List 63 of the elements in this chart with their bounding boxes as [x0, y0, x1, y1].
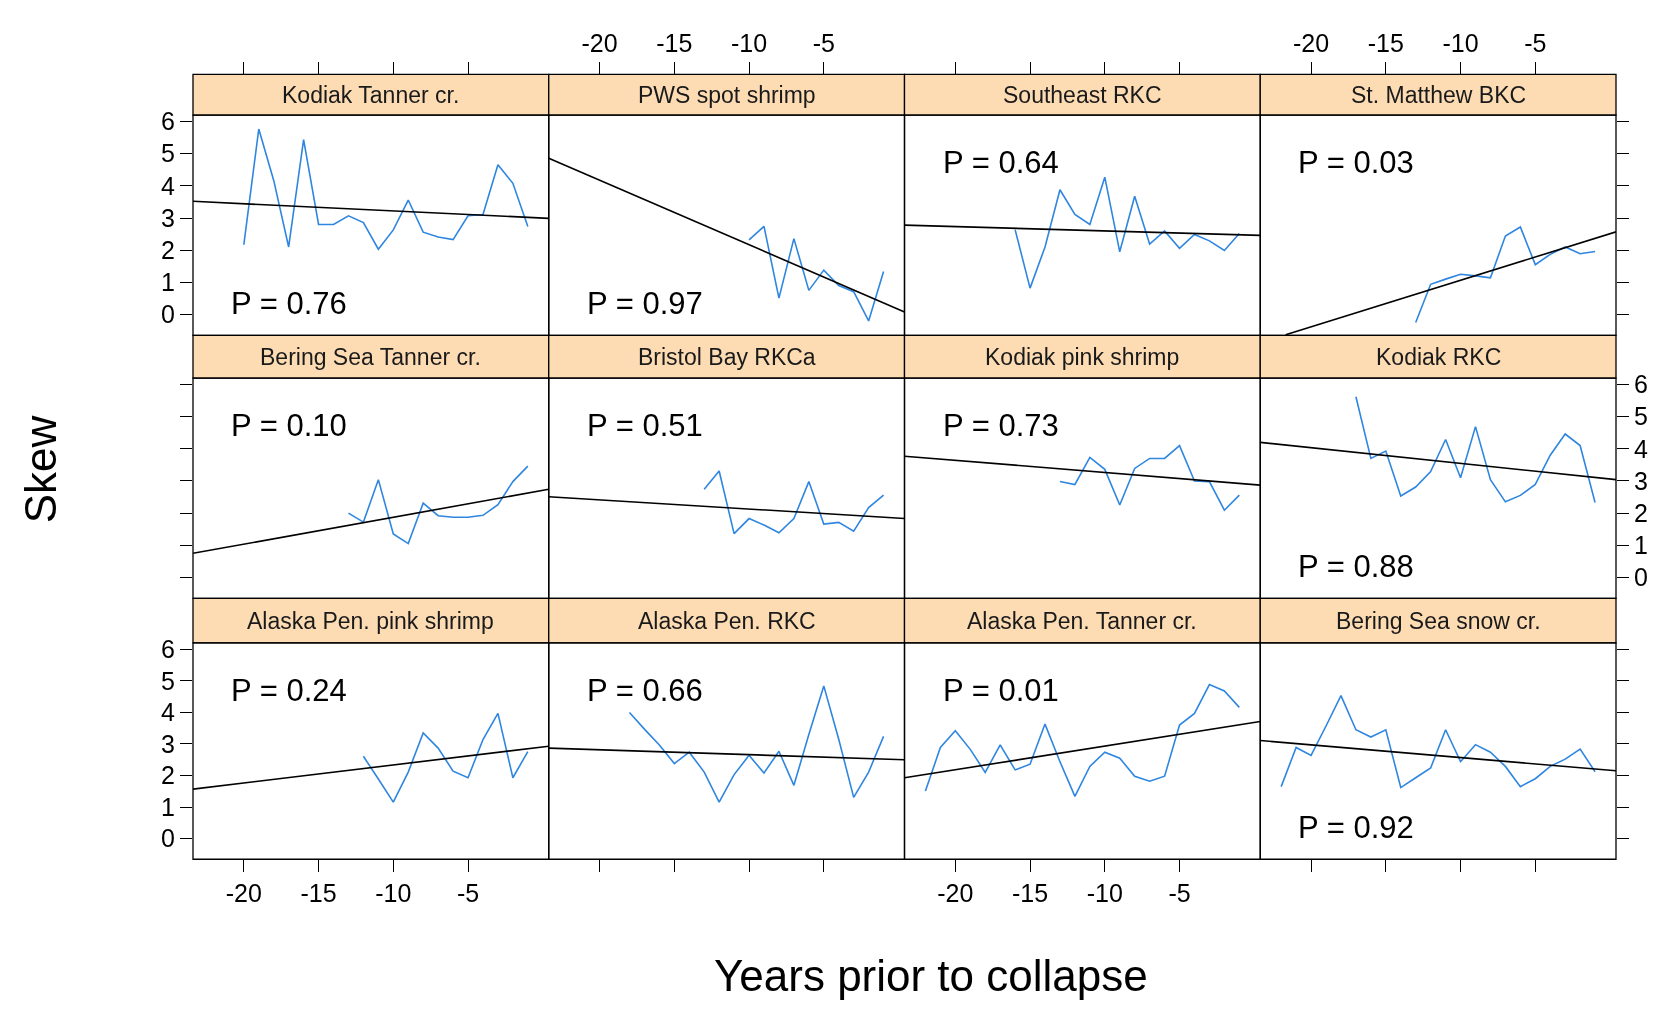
y-tick-label: 0 [161, 300, 175, 329]
chart-title: Southeast RKC [1003, 82, 1162, 108]
chart-title: PWS spot shrimp [638, 82, 816, 108]
y-tick-label: 1 [1634, 531, 1648, 560]
y-tick-label: 3 [161, 729, 175, 758]
chart-title: Bering Sea snow cr. [1336, 608, 1541, 634]
chart-title: Alaska Pen. Tanner cr. [967, 608, 1197, 634]
y-tick-label: 2 [1634, 498, 1648, 527]
annotation: P = 0.64 [943, 145, 1059, 180]
annotation: P = 0.01 [943, 673, 1059, 708]
x-tick-label: -5 [812, 29, 835, 58]
x-tick-label: -10 [375, 879, 412, 908]
annotation: P = 0.24 [231, 673, 347, 708]
x-tick-label: -20 [1293, 29, 1330, 58]
x-tick-label: -10 [730, 29, 768, 58]
y-tick-label: 6 [161, 635, 175, 664]
x-tick-label: -15 [656, 29, 693, 58]
y-tick-label: 5 [161, 139, 175, 168]
annotation: P = 0.88 [1298, 549, 1414, 584]
y-tick-label: 5 [161, 666, 175, 695]
y-tick-label: 0 [161, 824, 175, 853]
y-tick-label: 5 [1634, 402, 1648, 431]
y-tick-label: 1 [161, 268, 175, 297]
y-tick-label: 4 [161, 698, 176, 727]
y-tick-label: 4 [1634, 434, 1648, 463]
x-axis-title: Years prior to collapse [714, 951, 1148, 1000]
y-tick-label: 0 [1634, 563, 1648, 592]
x-tick-label: -15 [1011, 879, 1049, 908]
chart-title: Bering Sea Tanner cr. [260, 344, 481, 370]
x-tick-label: -15 [1367, 29, 1404, 58]
annotation: P = 0.92 [1298, 810, 1414, 845]
y-tick-label: 3 [1634, 466, 1648, 495]
x-tick-label: -20 [937, 879, 974, 908]
y-tick-label: 2 [161, 235, 175, 264]
chart-title: Alaska Pen. pink shrimp [247, 608, 494, 634]
annotation: P = 0.51 [587, 408, 703, 443]
chart-title: Kodiak Tanner cr. [282, 82, 460, 108]
y-tick-label: 1 [161, 792, 175, 821]
x-tick-label: -10 [1086, 879, 1123, 908]
annotation: P = 0.73 [943, 408, 1059, 443]
x-tick-label: -5 [1524, 29, 1547, 58]
x-tick-label: -20 [581, 29, 618, 58]
annotation: P = 0.03 [1298, 145, 1414, 180]
annotation: P = 0.66 [587, 673, 703, 708]
annotation: P = 0.76 [231, 286, 347, 321]
annotation: P = 0.97 [587, 286, 703, 321]
x-tick-label: -10 [1442, 29, 1479, 58]
y-tick-label: 3 [161, 203, 175, 232]
chart-title: Kodiak RKC [1376, 344, 1502, 370]
chart-title: Bristol Bay RKCa [638, 344, 816, 370]
y-tick-label: 6 [1634, 370, 1648, 399]
annotation: P = 0.10 [231, 408, 347, 443]
chart-title: Kodiak pink shrimp [985, 344, 1180, 370]
x-tick-label: -5 [1168, 879, 1191, 908]
chart-title: St. Matthew BKC [1351, 82, 1527, 108]
y-tick-label: 6 [161, 107, 175, 136]
x-tick-label: -5 [456, 879, 480, 908]
y-tick-label: 2 [161, 761, 175, 790]
x-tick-label: -15 [300, 879, 337, 908]
chart-title: Alaska Pen. RKC [638, 608, 816, 634]
x-tick-label: -20 [225, 879, 262, 908]
y-axis-title: Skew [15, 415, 65, 524]
y-tick-label: 4 [161, 171, 176, 200]
